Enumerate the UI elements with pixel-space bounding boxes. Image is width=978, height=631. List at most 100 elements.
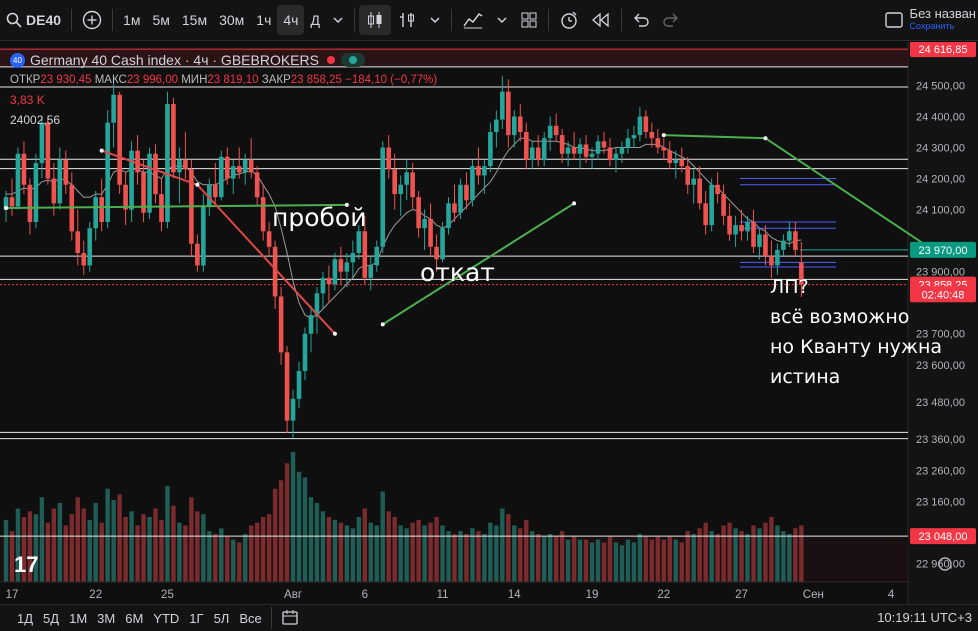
volume-bar	[201, 514, 206, 582]
volume-bar	[470, 528, 475, 582]
volume-bar	[147, 517, 152, 582]
volume-bar	[506, 514, 511, 582]
symbol-badge: 40	[10, 52, 25, 68]
volume-bar	[21, 517, 27, 582]
interval-30m[interactable]: 30м	[219, 12, 245, 28]
fullscreen-icon[interactable]	[878, 5, 910, 35]
candle-body	[577, 144, 583, 154]
candles-icon[interactable]	[358, 5, 391, 35]
layout-name[interactable]: Без назван Сохранить	[910, 7, 978, 33]
candle-body	[745, 222, 750, 232]
replay-icon[interactable]	[585, 5, 617, 35]
candle-body	[63, 159, 69, 185]
interval-4h[interactable]: 4ч	[277, 5, 305, 35]
candle-body	[236, 166, 242, 173]
plus-icon[interactable]	[76, 5, 108, 35]
volume-bar	[607, 536, 613, 582]
candle-body	[643, 116, 649, 132]
volume-bar	[775, 525, 780, 582]
time-tick-label: 17	[6, 589, 19, 601]
volume-bar	[565, 539, 571, 582]
interval-1m[interactable]: 1м	[123, 12, 141, 28]
candle-body	[404, 172, 409, 185]
chevron-down-icon[interactable]	[490, 5, 514, 35]
candle-body	[727, 215, 732, 235]
volume-bar	[781, 531, 786, 582]
price-axis-background	[908, 42, 978, 604]
volume-bar	[63, 525, 68, 582]
volume-bar	[189, 497, 194, 582]
range-6m[interactable]: 6М	[125, 610, 144, 626]
volume-bar	[410, 522, 415, 582]
volume-bar	[649, 539, 655, 582]
indicators-icon[interactable]	[456, 5, 490, 35]
range-all[interactable]: Все	[239, 610, 262, 626]
calendar-icon[interactable]	[276, 609, 304, 628]
volume-bar	[542, 536, 547, 582]
interval-5m[interactable]: 5м	[152, 12, 170, 28]
range-5d[interactable]: 5Д	[43, 610, 60, 626]
candle-body	[213, 184, 218, 198]
range-1m[interactable]: 1М	[69, 610, 88, 626]
volume-bar	[458, 531, 463, 582]
bar-icon[interactable]	[391, 5, 423, 35]
candle-body	[39, 122, 45, 164]
search-icon[interactable]: DE40	[0, 5, 67, 35]
price-label-box	[910, 286, 976, 303]
candle-body	[165, 104, 170, 222]
candle-body	[482, 166, 487, 176]
candle-body	[230, 166, 236, 179]
price-chart[interactable]: 24 500,00 24 400,00 24 300,00 24 200,00 24 1…	[0, 42, 978, 604]
trendline-point	[763, 136, 768, 141]
candle-body	[332, 259, 338, 285]
volume-bar	[476, 531, 481, 582]
volume-bar	[518, 528, 523, 582]
interval-day[interactable]: Д	[310, 12, 320, 28]
chart-legend: 40 Germany 40 Cash index · 4ч · GBEBROKE…	[10, 50, 437, 130]
chevron-down-icon[interactable]	[423, 5, 447, 35]
time-tick-label: 4	[888, 589, 895, 601]
volume-bar	[422, 525, 427, 582]
chevron-down-icon[interactable]	[326, 5, 350, 35]
undo-icon[interactable]	[626, 5, 656, 35]
range-ytd[interactable]: YTD	[153, 610, 180, 626]
interval-15m[interactable]: 15м	[181, 12, 208, 28]
range-1d[interactable]: 1Д	[17, 610, 34, 626]
redo-icon[interactable]	[656, 5, 686, 35]
annotation-line2: но Кванту нужна	[770, 336, 943, 358]
volume-bar	[619, 545, 625, 582]
volume-bar	[171, 505, 176, 582]
candle-body	[685, 166, 691, 185]
volume-bar	[577, 539, 583, 582]
ohlc-values: ОТКР 23 930,45 МАКС 23 996,00 МИН 23 819,10…	[10, 70, 437, 90]
volume-bar	[799, 525, 804, 582]
volume-bar	[302, 477, 308, 582]
candle-body	[320, 277, 326, 294]
layout-icon[interactable]	[514, 5, 544, 35]
volume-bar	[27, 511, 33, 582]
trendline-point	[344, 202, 349, 207]
price-tick-label: 23 260,00	[916, 465, 965, 477]
volume-bar	[697, 528, 702, 582]
volume-bar	[691, 533, 696, 582]
interval-1h[interactable]: 1ч	[256, 12, 272, 28]
candle-body	[733, 225, 738, 235]
volume-bar	[243, 533, 248, 582]
candle-body	[147, 153, 152, 213]
alert-icon[interactable]	[553, 5, 585, 35]
range-3m[interactable]: 3М	[97, 610, 116, 626]
volume-bar	[15, 508, 21, 582]
symbol-name[interactable]: DE40	[26, 12, 62, 28]
volume-bar	[368, 522, 373, 582]
candle-body	[661, 147, 667, 151]
price-tick-label: 24 400,00	[916, 111, 965, 123]
annotation-line1: всё возможно	[770, 306, 910, 328]
range-1y[interactable]: 1Г	[189, 610, 204, 626]
volume-bar	[284, 463, 290, 582]
candle-body	[314, 293, 320, 316]
volume-bar	[219, 528, 224, 582]
volume-bar	[416, 519, 421, 582]
range-5y[interactable]: 5Л	[213, 610, 230, 626]
volume-bar	[553, 536, 559, 582]
high-label: МАКС	[94, 74, 127, 86]
